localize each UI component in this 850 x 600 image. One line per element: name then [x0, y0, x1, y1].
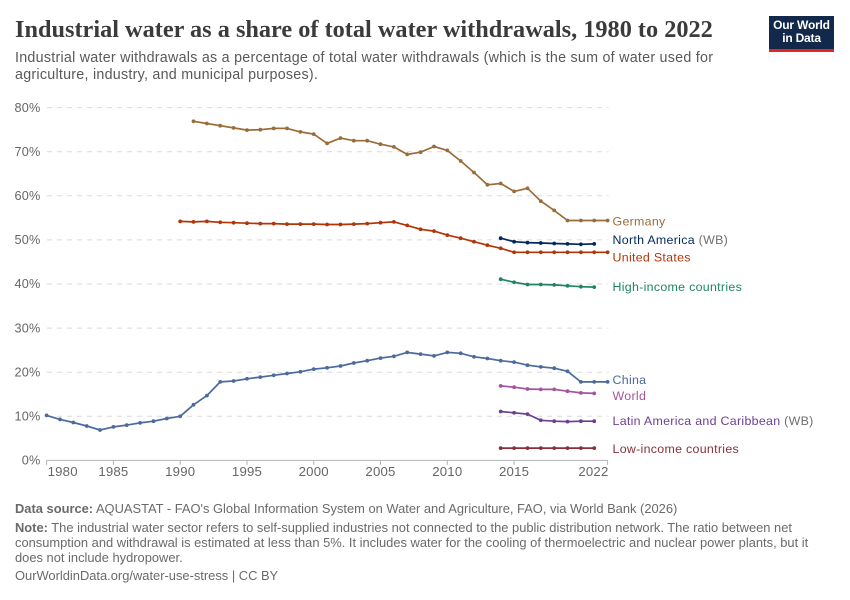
- svg-text:2000: 2000: [299, 464, 329, 479]
- svg-text:2005: 2005: [365, 464, 395, 479]
- svg-text:1985: 1985: [98, 464, 128, 479]
- svg-text:China: China: [613, 373, 647, 387]
- svg-text:1980: 1980: [48, 464, 78, 479]
- svg-text:2010: 2010: [432, 464, 462, 479]
- svg-text:50%: 50%: [15, 233, 41, 247]
- svg-text:Low-income countries: Low-income countries: [613, 442, 740, 456]
- svg-text:30%: 30%: [15, 321, 41, 335]
- svg-text:1995: 1995: [232, 464, 262, 479]
- svg-text:North America (WB): North America (WB): [613, 233, 729, 247]
- svg-text:Germany: Germany: [613, 214, 667, 228]
- svg-text:High-income countries: High-income countries: [613, 280, 743, 294]
- svg-text:60%: 60%: [15, 189, 41, 203]
- svg-text:0%: 0%: [22, 454, 41, 468]
- svg-text:80%: 80%: [15, 101, 41, 115]
- svg-text:10%: 10%: [15, 410, 41, 424]
- svg-text:20%: 20%: [15, 365, 41, 379]
- svg-text:Latin America and Caribbean (W: Latin America and Caribbean (WB): [613, 414, 814, 428]
- svg-text:2015: 2015: [499, 464, 529, 479]
- svg-text:1990: 1990: [165, 464, 195, 479]
- svg-text:70%: 70%: [15, 145, 41, 159]
- svg-text:World: World: [613, 389, 647, 403]
- svg-text:2022: 2022: [578, 464, 608, 479]
- svg-text:40%: 40%: [15, 277, 41, 291]
- svg-text:United States: United States: [613, 250, 691, 264]
